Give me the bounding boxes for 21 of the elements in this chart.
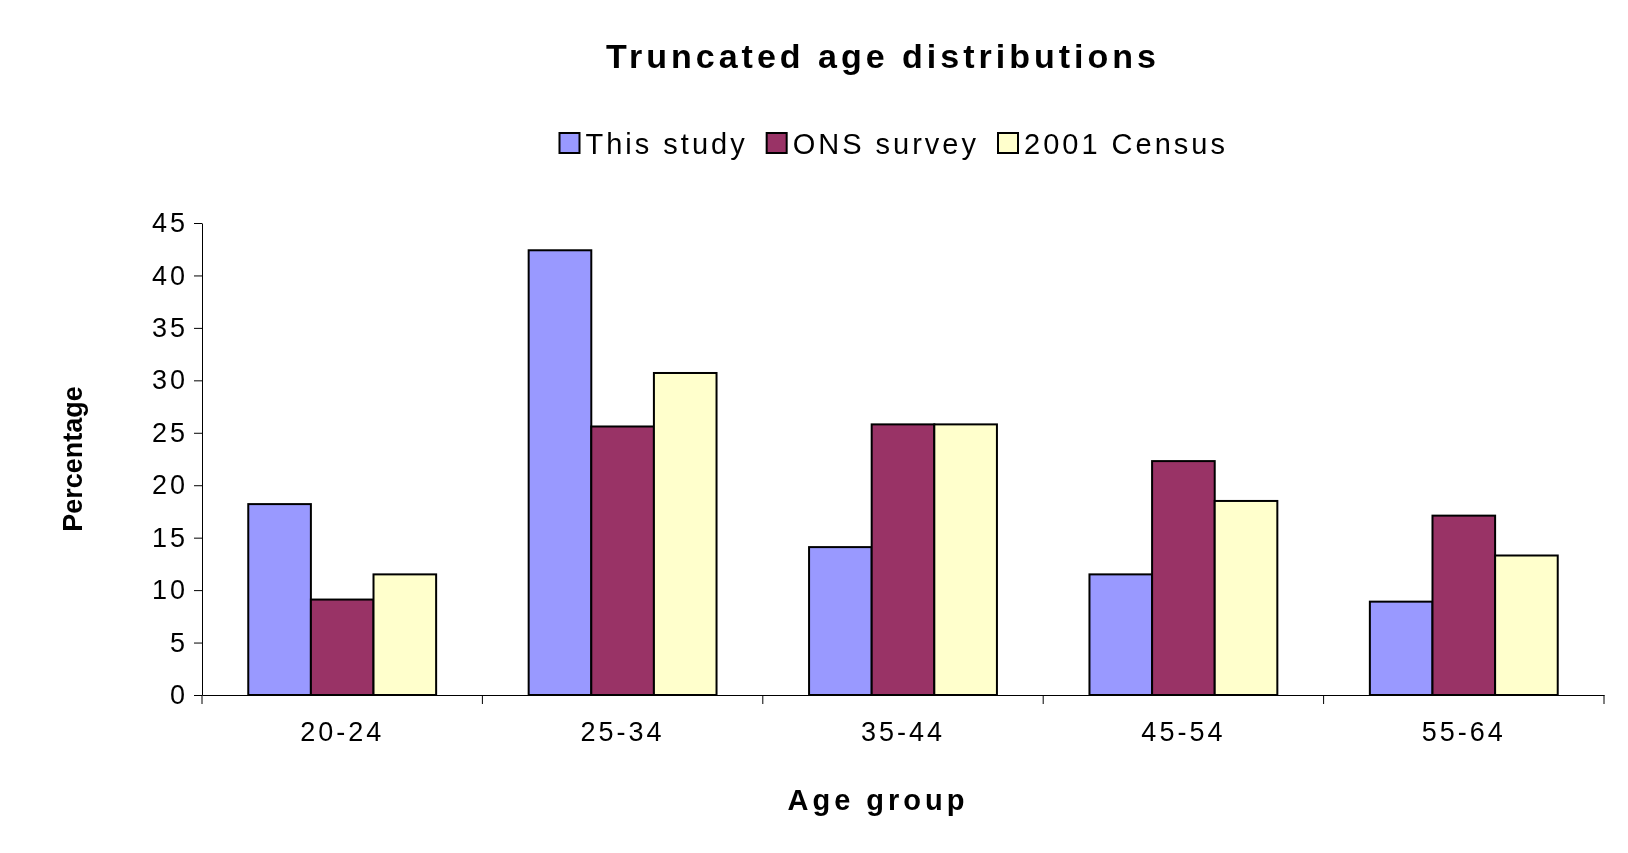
- y-tick-label: 15: [151, 522, 188, 553]
- y-tick-label: 0: [169, 680, 188, 711]
- y-axis-title: Percentage: [58, 386, 88, 532]
- x-tick-label: 45-54: [1141, 717, 1226, 748]
- y-tick-label: 25: [151, 417, 188, 448]
- y-tick-label: 10: [151, 575, 188, 606]
- y-tick-label: 5: [169, 627, 188, 658]
- x-tick-label: 55-64: [1421, 717, 1506, 748]
- y-tick-label: 40: [151, 260, 188, 291]
- x-tick-label: 35-44: [860, 717, 946, 748]
- y-tick-label: 45: [151, 208, 188, 239]
- legend-label: 2001 Census: [1024, 128, 1228, 160]
- legend-label: ONS survey: [792, 128, 979, 160]
- x-tick-label: 20-24: [300, 717, 385, 748]
- x-axis-title: Age group: [787, 784, 969, 816]
- x-tick-label: 25-34: [580, 717, 665, 748]
- chart-title: Truncated age distributions: [606, 37, 1160, 75]
- y-tick-label: 20: [151, 470, 188, 501]
- legend-label: This study: [585, 128, 748, 160]
- y-tick-label: 30: [151, 365, 188, 396]
- y-tick-label: 35: [151, 313, 188, 344]
